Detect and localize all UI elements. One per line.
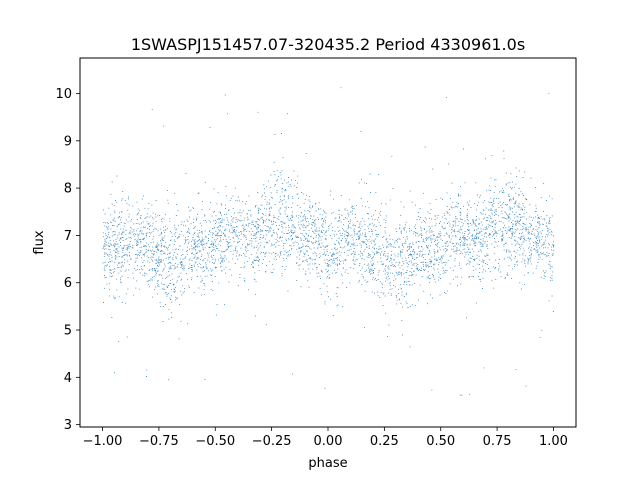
y-tick-label: 5 [64, 324, 72, 339]
x-axis-ticks: −1.00 −0.75 −0.50 −0.25 0.00 0.25 0.50 0.75 1.00 [83, 427, 568, 449]
chart-title: 1SWASPJ151457.07-320435.2 Period 4330961… [131, 35, 525, 54]
y-tick-label: 4 [64, 371, 72, 386]
y-tick-label: 7 [64, 229, 72, 244]
x-tick-label: −1.00 [83, 434, 123, 449]
y-tick-label: 10 [55, 87, 72, 102]
y-tick-label: 6 [64, 276, 72, 291]
y-axis-ticks: 3 4 5 6 7 8 9 10 [55, 87, 80, 433]
x-tick-label: −0.75 [139, 434, 179, 449]
y-tick-label: 3 [64, 418, 72, 433]
y-axis-label: flux [32, 230, 47, 254]
x-tick-label: 0.25 [370, 434, 399, 449]
x-tick-label: −0.25 [252, 434, 292, 449]
x-tick-label: 1.00 [539, 434, 568, 449]
x-axis-label: phase [308, 456, 347, 471]
x-tick-label: −0.50 [195, 434, 235, 449]
scatter-points [102, 87, 555, 396]
x-tick-label: 0.50 [426, 434, 455, 449]
y-tick-label: 9 [64, 134, 72, 149]
scatter-point-cloud [102, 87, 555, 396]
y-tick-label: 8 [64, 182, 72, 197]
x-tick-label: 0.00 [314, 434, 343, 449]
x-tick-label: 0.75 [483, 434, 512, 449]
